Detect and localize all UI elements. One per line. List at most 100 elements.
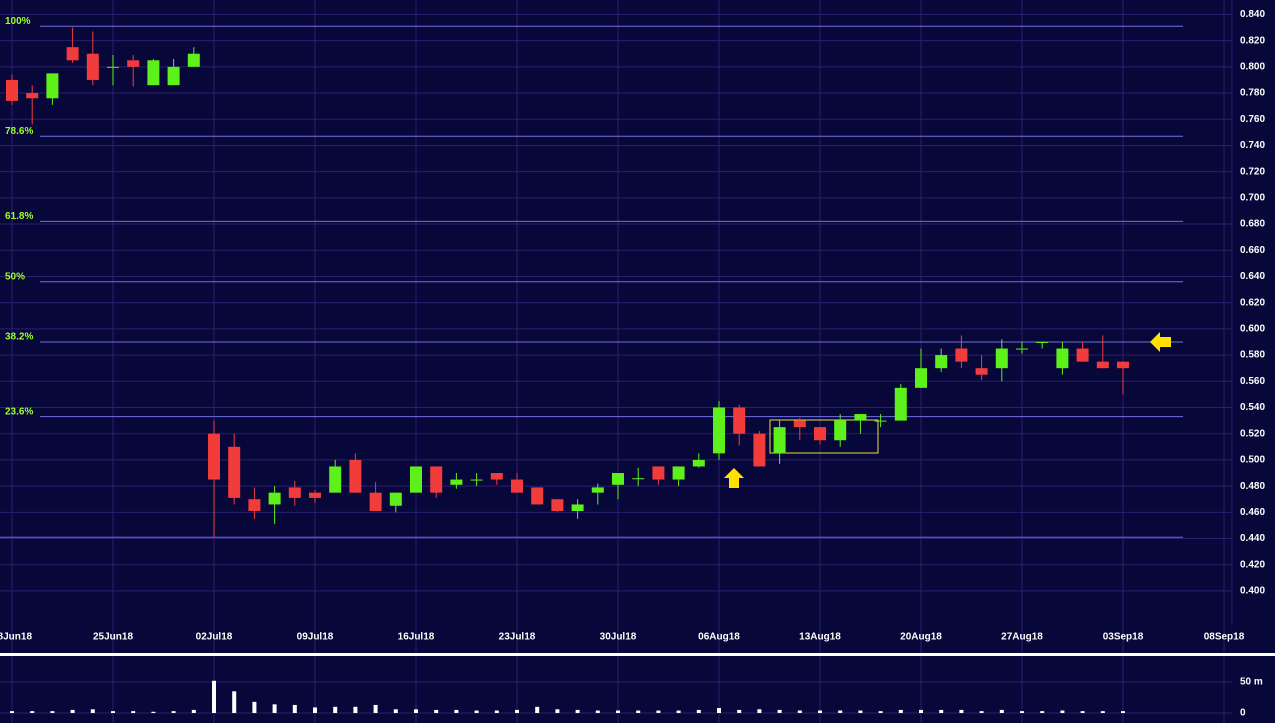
candle-body xyxy=(66,47,79,61)
volume-bar xyxy=(131,711,136,714)
y-tick-label: 0.500 xyxy=(1240,455,1265,466)
volume-bar xyxy=(111,711,115,714)
x-tick-label: 03Sep18 xyxy=(1103,632,1144,643)
volume-bar xyxy=(272,704,277,714)
volume-bar xyxy=(414,709,418,714)
candle-body xyxy=(814,427,826,441)
volume-bar xyxy=(232,691,237,714)
candle-body xyxy=(531,487,544,505)
y-tick-label: 0.560 xyxy=(1240,376,1265,387)
fib-label: 61.8% xyxy=(5,211,33,222)
candle-body xyxy=(733,407,746,434)
candle-body xyxy=(430,466,443,493)
volume-bar xyxy=(212,680,216,714)
labels: 0.840 0.820 0.800 0.780 0.760 0.740 0.720 0.700… xyxy=(0,9,1265,719)
x-tick-label: 09Jul18 xyxy=(297,632,334,643)
y-tick-label: 0.580 xyxy=(1240,350,1265,361)
y-tick-label: 0.540 xyxy=(1240,402,1265,413)
y-tick-label: 50 m xyxy=(1240,677,1263,688)
panel-separator xyxy=(0,653,1275,656)
volume-bar xyxy=(939,709,944,714)
candle-body xyxy=(1117,361,1129,369)
volume-bar xyxy=(595,710,600,714)
volume-bar xyxy=(30,711,35,714)
volume-bar xyxy=(656,710,661,714)
y-tick-label: 0.760 xyxy=(1240,114,1265,125)
candle-body xyxy=(753,433,766,467)
volume-bar xyxy=(1060,710,1065,714)
grid xyxy=(0,0,1232,723)
y-tick-label: 0.440 xyxy=(1240,533,1265,544)
volume-bar xyxy=(1080,711,1085,714)
volume-bar xyxy=(454,709,459,714)
candle-body xyxy=(248,499,261,512)
volume-bar xyxy=(252,701,257,714)
candle-body xyxy=(571,504,584,512)
volume-bar xyxy=(151,711,156,714)
candle-body xyxy=(915,368,927,388)
volume-bar xyxy=(575,709,580,714)
candle-body xyxy=(1076,348,1089,362)
candle-body xyxy=(612,473,624,485)
fib-label: 38.2% xyxy=(5,332,33,343)
volume-bar xyxy=(676,710,681,714)
volume-bar xyxy=(494,710,499,714)
y-tick-label: 0.660 xyxy=(1240,245,1265,256)
candle-body xyxy=(773,427,786,454)
candle-body xyxy=(6,79,18,101)
volume-bar xyxy=(373,704,378,714)
candle-body xyxy=(1016,348,1028,350)
x-tick-label: 18Jun18 xyxy=(0,632,32,643)
volume-bar xyxy=(1040,711,1045,714)
fib-label: 23.6% xyxy=(5,406,33,417)
volume-bar xyxy=(393,709,398,714)
volume-bar xyxy=(878,711,883,714)
candle-body xyxy=(1056,348,1069,369)
volume-bar xyxy=(999,709,1004,714)
volume-bar xyxy=(474,710,479,714)
candle-body xyxy=(127,60,140,67)
x-tick-label: 13Aug18 xyxy=(799,632,841,643)
candle-body xyxy=(450,479,463,485)
candle-body xyxy=(329,466,342,493)
candle-body xyxy=(632,478,645,480)
volume-bar xyxy=(636,710,641,714)
x-tick-label: 30Jul18 xyxy=(600,632,637,643)
x-tick-label: 23Jul18 xyxy=(499,632,536,643)
x-tick-label: 08Sep18 xyxy=(1204,632,1245,643)
volume-bar xyxy=(1121,711,1125,714)
candle-body xyxy=(86,53,99,80)
candle-body xyxy=(793,420,806,428)
volume-bar xyxy=(696,709,701,714)
x-tick-label: 20Aug18 xyxy=(900,632,942,643)
y-tick-label: 0.740 xyxy=(1240,140,1265,151)
y-tick-label: 0.620 xyxy=(1240,297,1265,308)
volume-bar xyxy=(777,709,782,714)
y-tick-label: 0.640 xyxy=(1240,271,1265,282)
y-tick-label: 0.420 xyxy=(1240,559,1265,570)
volume-bar xyxy=(818,710,822,714)
candle-body xyxy=(874,420,887,422)
volume-bar xyxy=(797,710,802,714)
y-tick-label: 0.520 xyxy=(1240,428,1265,439)
volume-bar xyxy=(171,711,176,714)
fib-label: 100% xyxy=(5,16,31,27)
candle-body xyxy=(1036,341,1049,343)
y-tick-label: 0 xyxy=(1240,708,1246,719)
candle-body xyxy=(410,466,422,493)
x-tick-label: 16Jul18 xyxy=(398,632,435,643)
candle-body xyxy=(511,479,523,493)
fib-levels xyxy=(0,25,1183,538)
candle-body xyxy=(46,73,59,99)
candle-body xyxy=(107,66,119,68)
volume-bar xyxy=(313,707,317,714)
candle-body xyxy=(208,433,220,480)
y-tick-label: 0.400 xyxy=(1240,586,1265,597)
volume-bar xyxy=(10,711,14,714)
candle-body xyxy=(228,446,241,498)
volume-bar xyxy=(50,711,55,714)
volume-bar xyxy=(1020,711,1024,714)
x-tick-label: 25Jun18 xyxy=(93,632,133,643)
